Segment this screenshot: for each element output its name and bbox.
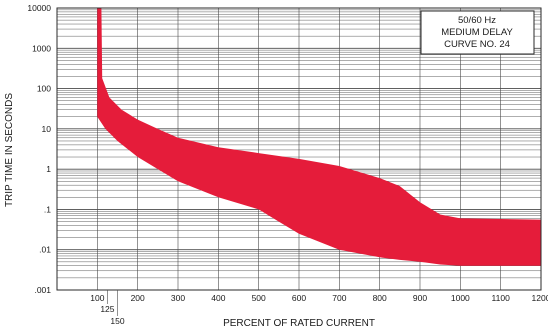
x-tick-label: 200: [131, 293, 145, 303]
trip-band-layer: [97, 8, 542, 266]
x-tick-label: 125: [100, 304, 114, 314]
x-tick-label: 1000: [451, 293, 470, 303]
y-tick-label: 10: [42, 124, 52, 134]
y-tick-label: .001: [34, 285, 51, 295]
x-tick-label: 700: [332, 293, 346, 303]
legend-box: 50/60 Hz MEDIUM DELAY CURVE NO. 24: [420, 10, 535, 55]
y-axis-label: TRIP TIME IN SECONDS: [4, 93, 15, 207]
y-tick-label: 100: [37, 84, 51, 94]
legend-line-2: MEDIUM DELAY: [441, 27, 513, 38]
plot-frame: [56, 7, 542, 291]
legend-line-3: CURVE NO. 24: [444, 39, 510, 50]
x-tick-label: 100: [90, 293, 104, 303]
x-tick-label: 300: [171, 293, 185, 303]
y-tick-label: 10000: [27, 3, 51, 13]
y-tick-label: .1: [44, 204, 51, 214]
y-tick-label: .01: [39, 245, 51, 255]
x-tick-label: 400: [211, 293, 225, 303]
x-tick-label: 500: [252, 293, 266, 303]
legend-box-frame: [420, 10, 535, 55]
y-tick-labels: 10000 1000 100 10 1 .1 .01 .001: [27, 3, 51, 295]
x-tick-label: 1200: [532, 293, 548, 303]
x-tick-label: 600: [292, 293, 306, 303]
trip-time-band: [97, 8, 542, 266]
x-axis-label: PERCENT OF RATED CURRENT: [223, 318, 375, 329]
y-tick-label: 1000: [32, 43, 51, 53]
x-tick-label: 800: [373, 293, 387, 303]
y-tick-label: 1: [46, 164, 51, 174]
x-tick-label: 900: [413, 293, 427, 303]
legend-line-1: 50/60 Hz: [458, 15, 496, 26]
x-tick-label: 1100: [492, 293, 511, 303]
x-tick-label: 150: [110, 316, 124, 326]
